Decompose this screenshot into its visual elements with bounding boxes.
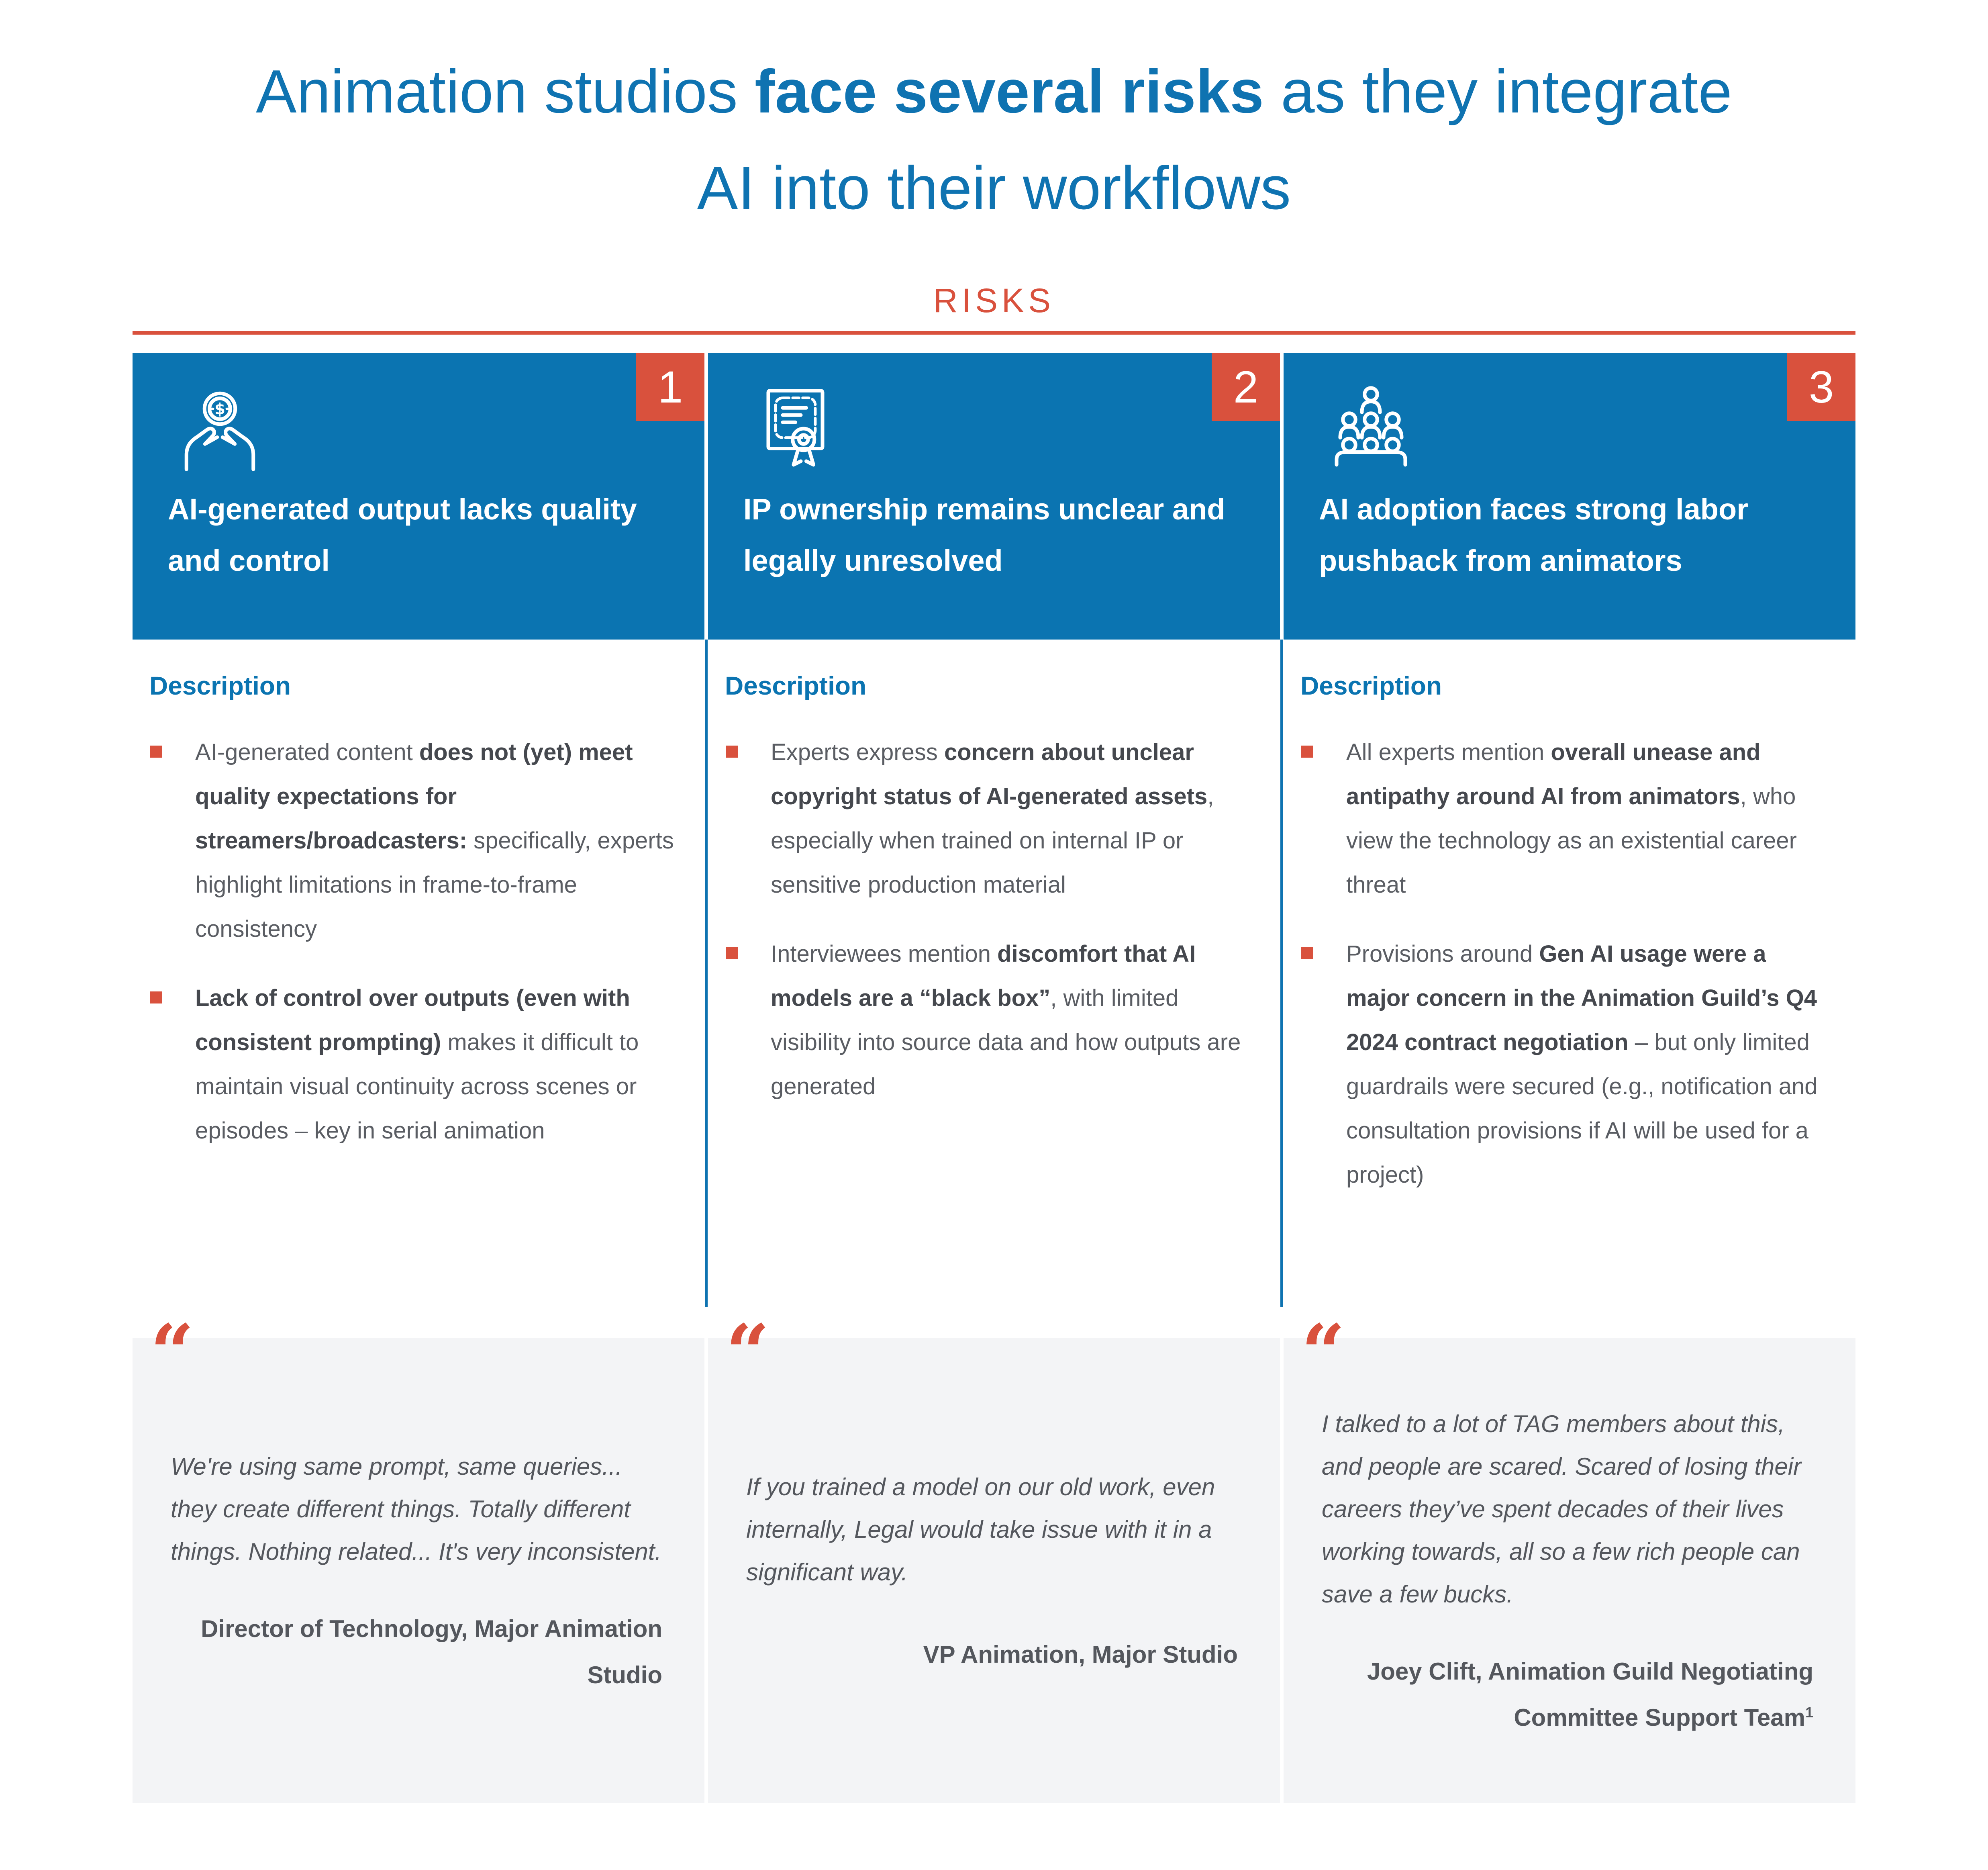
risk-header-title: AI adoption faces strong labor pushback … xyxy=(1319,493,1748,577)
description-bullet: Experts express concern about unclear co… xyxy=(725,730,1259,907)
page-title-bold-segment: face several risks xyxy=(755,57,1264,126)
quote-card: “ If you trained a model on our old work… xyxy=(708,1314,1280,1803)
bullet-marker-icon xyxy=(1301,947,1313,959)
column-divider xyxy=(705,640,708,1307)
bullet-marker-icon xyxy=(726,947,738,959)
bullet-marker-icon xyxy=(1301,746,1313,758)
svg-text:$: $ xyxy=(214,400,225,418)
page-title: Animation studios face several risks as … xyxy=(0,43,1988,236)
page-title-segment: as they integrate xyxy=(1263,57,1732,126)
description-bullet: Lack of control over outputs (even with … xyxy=(149,976,684,1153)
bullet-marker-icon xyxy=(726,746,738,758)
page-title-line2: AI into their workflows xyxy=(697,154,1291,222)
risk-header-2: 2 IP ownership remains unclear and legal… xyxy=(708,353,1280,640)
description-heading: Description xyxy=(149,671,291,700)
quote-text: I talked to a lot of TAG members about t… xyxy=(1322,1410,1802,1608)
open-quote-icon: “ xyxy=(150,1308,194,1397)
bullet-marker-icon xyxy=(150,746,162,758)
open-quote-icon: “ xyxy=(726,1308,770,1397)
open-quote-icon: “ xyxy=(1301,1308,1345,1397)
risk-number-badge: 3 xyxy=(1787,353,1855,421)
hands-coin-icon: $ xyxy=(175,382,265,472)
quote-text: If you trained a model on our old work, … xyxy=(746,1473,1215,1586)
quote-card: “ I talked to a lot of TAG members about… xyxy=(1284,1314,1855,1803)
description-bullet: Interviewees mention discomfort that AI … xyxy=(725,932,1259,1109)
description-section: Description Experts express concern abou… xyxy=(725,671,1259,1134)
risk-columns: $ 1 AI-generated output lacks quality an… xyxy=(133,353,1855,1807)
page-title-segment: Animation studios xyxy=(256,57,755,126)
description-heading: Description xyxy=(725,671,867,700)
risk-header-title: AI-generated output lacks quality and co… xyxy=(168,493,637,577)
quote-card: “ We're using same prompt, same queries.… xyxy=(133,1314,704,1803)
risk-header-1: $ 1 AI-generated output lacks quality an… xyxy=(133,353,704,640)
risk-number-badge: 1 xyxy=(636,353,704,421)
risk-column-2: 2 IP ownership remains unclear and legal… xyxy=(708,353,1280,1807)
risk-header-title: IP ownership remains unclear and legally… xyxy=(743,493,1225,577)
description-bullet: All experts mention overall unease and a… xyxy=(1300,730,1835,907)
quote-attribution: Joey Clift, Animation Guild Negotiating … xyxy=(1367,1657,1813,1731)
risks-section-label: RISKS xyxy=(933,282,1055,319)
description-section: Description All experts mention overall … xyxy=(1300,671,1835,1222)
description-section: Description AI-generated content does no… xyxy=(149,671,684,1178)
risk-number-badge: 2 xyxy=(1212,353,1280,421)
risk-column-3: 3 AI adoption faces strong labor pushbac… xyxy=(1284,353,1855,1807)
attribution-footnote: 1 xyxy=(1805,1704,1813,1721)
description-bullet: AI-generated content does not (yet) meet… xyxy=(149,730,684,951)
bullet-marker-icon xyxy=(150,991,162,1003)
risk-header-3: 3 AI adoption faces strong labor pushbac… xyxy=(1284,353,1855,640)
people-group-icon xyxy=(1326,382,1416,472)
column-divider xyxy=(1280,640,1283,1307)
quote-attribution: Director of Technology, Major Animation … xyxy=(201,1615,662,1688)
description-heading: Description xyxy=(1300,671,1442,700)
quote-text: We're using same prompt, same queries...… xyxy=(171,1453,662,1565)
certificate-icon xyxy=(750,382,841,472)
description-bullet: Provisions around Gen AI usage were a ma… xyxy=(1300,932,1835,1197)
risk-column-1: $ 1 AI-generated output lacks quality an… xyxy=(133,353,704,1807)
quote-attribution: VP Animation, Major Studio xyxy=(923,1641,1238,1668)
red-divider-rule xyxy=(133,331,1855,335)
